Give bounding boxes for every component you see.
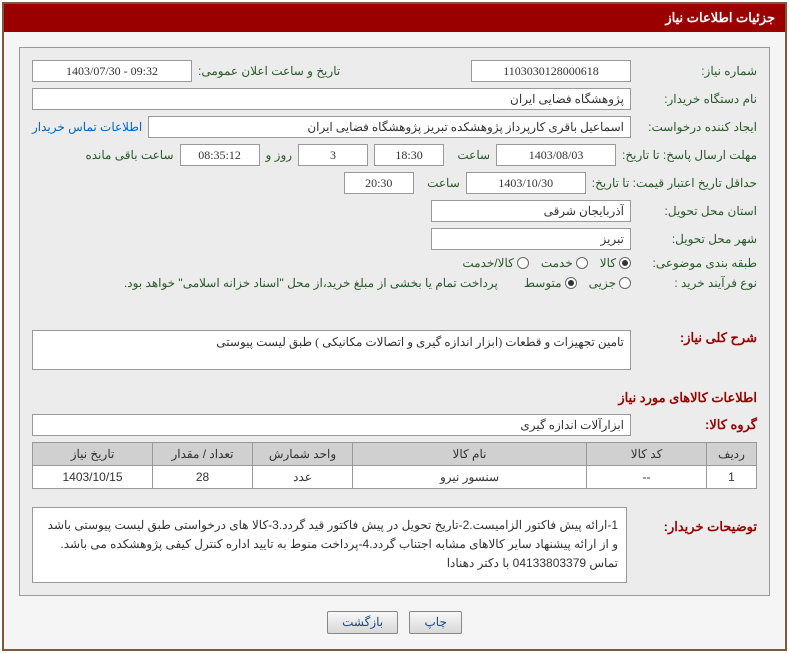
label-city: شهر محل تحویل: [637, 232, 757, 246]
label-buyer-org: نام دستگاه خریدار: [637, 92, 757, 106]
radio-minor-label: جزیی [589, 276, 616, 290]
row-group: گروه کالا: [32, 414, 757, 436]
radio-service-label: خدمت [541, 256, 573, 270]
form-panel: شماره نیاز: تاریخ و ساعت اعلان عمومی: نا… [19, 47, 770, 596]
label-group: گروه کالا: [637, 417, 757, 433]
title-bar: جزئیات اطلاعات نیاز [4, 4, 785, 32]
input-validity-date[interactable] [466, 172, 586, 194]
th-row: ردیف [707, 443, 757, 466]
input-days-remain[interactable] [298, 144, 368, 166]
row-price-validity: حداقل تاریخ اعتبار قیمت: تا تاریخ: ساعت [32, 172, 757, 194]
back-button[interactable]: بازگشت [327, 611, 398, 634]
content-area: شماره نیاز: تاریخ و ساعت اعلان عمومی: نا… [4, 32, 785, 649]
textarea-description[interactable] [32, 330, 631, 370]
label-category: طبقه بندی موضوعی: [637, 256, 757, 270]
label-remain-suffix: ساعت باقی مانده [85, 148, 173, 162]
label-validity-time: ساعت [420, 176, 460, 190]
input-need-number[interactable] [471, 60, 631, 82]
cell-qty: 28 [153, 466, 253, 489]
table-header-row: ردیف کد کالا نام کالا واحد شمارش تعداد /… [33, 443, 757, 466]
cell-row: 1 [707, 466, 757, 489]
radio-medium-label: متوسط [524, 276, 562, 290]
radio-group-category: کالا خدمت کالا/خدمت [462, 256, 631, 270]
label-days-suffix: روز و [266, 148, 293, 162]
row-category: طبقه بندی موضوعی: کالا خدمت کالا/خدمت [32, 256, 757, 270]
th-code: کد کالا [587, 443, 707, 466]
radio-group-process: جزیی متوسط [524, 276, 631, 290]
row-buyer-org: نام دستگاه خریدار: [32, 88, 757, 110]
items-table: ردیف کد کالا نام کالا واحد شمارش تعداد /… [32, 442, 757, 489]
label-deadline-time: ساعت [450, 148, 490, 162]
radio-item-minor[interactable]: جزیی [589, 276, 631, 290]
input-validity-time[interactable] [344, 172, 414, 194]
outer-container: جزئیات اطلاعات نیاز شماره نیاز: تاریخ و … [2, 2, 787, 651]
buyer-notes-box: 1-ارائه پیش فاکتور الزامیست.2-تاریخ تحوی… [32, 507, 627, 583]
cell-unit: عدد [253, 466, 353, 489]
row-description: شرح کلی نیاز: [32, 330, 757, 370]
radio-both-label: کالا/خدمت [462, 256, 513, 270]
radio-item-both[interactable]: کالا/خدمت [462, 256, 528, 270]
row-process-type: نوع فرآیند خرید : جزیی متوسط پرداخت تمام… [32, 276, 757, 290]
print-button[interactable]: چاپ [409, 611, 461, 634]
radio-minor-icon [619, 277, 631, 289]
radio-both-icon [517, 257, 529, 269]
table-row: 1 -- سنسور نیرو عدد 28 1403/10/15 [33, 466, 757, 489]
th-unit: واحد شمارش [253, 443, 353, 466]
label-province: استان محل تحویل: [637, 204, 757, 218]
label-need-number: شماره نیاز: [637, 64, 757, 78]
row-requester: ایجاد کننده درخواست: اطلاعات تماس خریدار [32, 116, 757, 138]
input-city[interactable] [431, 228, 631, 250]
label-buyer-notes: توضیحات خریدار: [637, 499, 757, 535]
label-description: شرح کلی نیاز: [637, 330, 757, 346]
input-deadline-date[interactable] [496, 144, 616, 166]
input-time-remain[interactable] [180, 144, 260, 166]
row-buyer-notes: توضیحات خریدار: 1-ارائه پیش فاکتور الزام… [32, 499, 757, 583]
label-deadline: مهلت ارسال پاسخ: تا تاریخ: [622, 148, 757, 162]
radio-goods-label: کالا [600, 256, 616, 270]
cell-date: 1403/10/15 [33, 466, 153, 489]
th-qty: تعداد / مقدار [153, 443, 253, 466]
radio-service-icon [576, 257, 588, 269]
label-announce-date: تاریخ و ساعت اعلان عمومی: [198, 64, 340, 78]
radio-goods-icon [619, 257, 631, 269]
input-deadline-time[interactable] [374, 144, 444, 166]
radio-item-medium[interactable]: متوسط [524, 276, 577, 290]
radio-item-goods[interactable]: کالا [600, 256, 631, 270]
cell-name: سنسور نیرو [353, 466, 587, 489]
label-process-type: نوع فرآیند خرید : [637, 276, 757, 290]
row-deadline: مهلت ارسال پاسخ: تا تاریخ: ساعت روز و سا… [32, 144, 757, 166]
process-note: پرداخت تمام یا بخشی از مبلغ خرید،از محل … [124, 276, 498, 290]
th-name: نام کالا [353, 443, 587, 466]
input-province[interactable] [431, 200, 631, 222]
row-city: شهر محل تحویل: [32, 228, 757, 250]
input-announce-date[interactable] [32, 60, 192, 82]
row-need-number: شماره نیاز: تاریخ و ساعت اعلان عمومی: [32, 60, 757, 82]
input-requester[interactable] [148, 116, 631, 138]
radio-item-service[interactable]: خدمت [541, 256, 588, 270]
label-requester: ایجاد کننده درخواست: [637, 120, 757, 134]
cell-code: -- [587, 466, 707, 489]
label-price-validity: حداقل تاریخ اعتبار قیمت: تا تاریخ: [592, 176, 757, 190]
row-province: استان محل تحویل: [32, 200, 757, 222]
button-row: چاپ بازگشت [19, 611, 770, 634]
link-buyer-contact[interactable]: اطلاعات تماس خریدار [32, 120, 142, 134]
input-group[interactable] [32, 414, 631, 436]
input-buyer-org[interactable] [32, 88, 631, 110]
th-date: تاریخ نیاز [33, 443, 153, 466]
section-items-header: اطلاعات کالاهای مورد نیاز [32, 390, 757, 406]
radio-medium-icon [565, 277, 577, 289]
